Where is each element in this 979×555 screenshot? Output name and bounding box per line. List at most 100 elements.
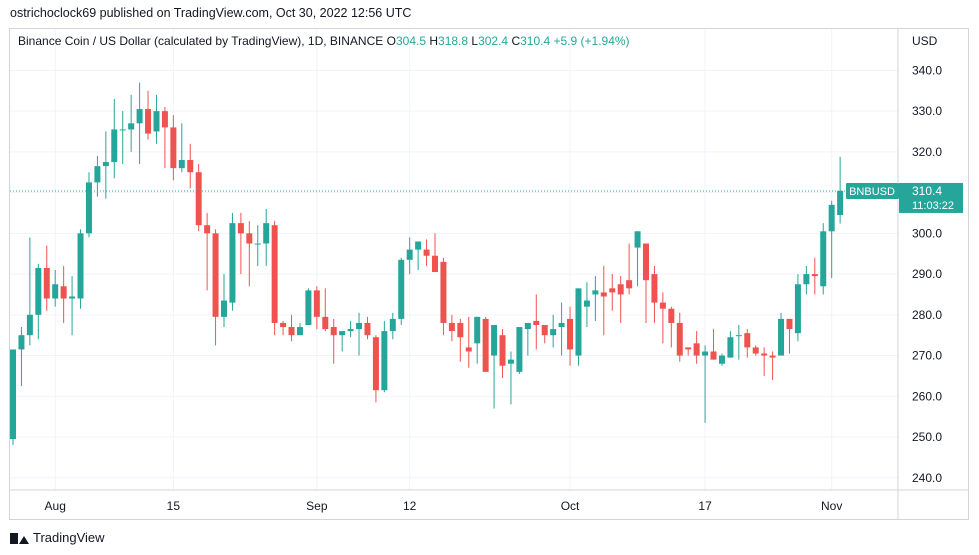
candle-body-up [77, 233, 84, 299]
candle-body-up [26, 314, 33, 336]
change-value: +5.9 (+1.94%) [553, 34, 630, 48]
x-tick-label: 17 [698, 499, 712, 513]
publisher-line: ostrichoclock69 published on TradingView… [10, 6, 412, 20]
candle-body-up [837, 190, 844, 215]
candle-body-up [221, 300, 227, 317]
candle-body-down [440, 261, 447, 323]
candle-body-up [10, 349, 16, 440]
candle-body-up [415, 241, 422, 250]
candle-body-up [356, 322, 363, 330]
candle-body-up [381, 331, 388, 391]
candle-body-up [702, 351, 709, 356]
y-tick-label: 260.0 [912, 389, 942, 403]
tradingview-brand[interactable]: TradingView [10, 530, 105, 545]
currency-label: USD [912, 34, 938, 48]
chart-frame [9, 28, 969, 520]
candle-body-down [246, 233, 253, 244]
high-label: H [429, 34, 439, 48]
candle-body-up [128, 123, 135, 130]
close-label: C [511, 34, 521, 48]
y-tick-label: 270.0 [912, 349, 942, 363]
candle-body-down [432, 255, 438, 273]
candle-body-down [457, 322, 464, 338]
candle-body-down [465, 347, 472, 352]
candle-body-up [398, 259, 405, 319]
candle-body-down [651, 274, 658, 303]
candle-body-down [330, 327, 337, 336]
candle-body-up [406, 249, 413, 260]
candle-body-up [474, 316, 481, 344]
candle-body-up [828, 204, 835, 232]
chart-legend: Binance Coin / US Dollar (calculated by … [18, 34, 630, 48]
candle-body-up [516, 327, 523, 372]
candle-body-up [305, 290, 312, 325]
candle-body-down [786, 318, 793, 330]
candle-body-up [583, 300, 590, 307]
y-tick-label: 340.0 [912, 63, 942, 77]
symbol-tag [846, 182, 899, 199]
candle-body-up [296, 327, 303, 336]
candle-body-up [119, 129, 126, 131]
candle-body-up [85, 182, 92, 234]
candle-body-down [43, 267, 50, 299]
candle-body-up [69, 296, 76, 299]
candle-body-up [727, 337, 734, 358]
price-tag-countdown: 11:03:22 [912, 200, 954, 212]
candle-body-up [35, 267, 42, 315]
candle-body-down [145, 109, 152, 134]
legend-title: Binance Coin / US Dollar (calculated by … [18, 34, 384, 48]
candle-body-up [820, 231, 827, 287]
candle-body-up [558, 322, 565, 328]
candle-body-down [744, 333, 751, 348]
candle-body-up [263, 223, 270, 244]
candle-body-down [769, 355, 776, 358]
tradingview-logo-icon [10, 532, 29, 544]
candle-body-down [271, 225, 278, 323]
candle-body-down [609, 288, 616, 293]
candle-body-down [237, 223, 244, 234]
candle-body-up [254, 243, 261, 245]
brand-label: TradingView [33, 530, 105, 545]
candle-body-down [161, 111, 168, 128]
candle-body-down [811, 274, 818, 277]
candle-body-up [634, 231, 641, 248]
x-tick-label: Nov [821, 499, 842, 513]
candle-body-up [524, 322, 531, 330]
candle-body-up [389, 318, 396, 332]
candle-body-down [204, 225, 211, 234]
candle-body-down [761, 353, 768, 356]
candle-body-down [482, 318, 489, 372]
candle-body-down [212, 233, 219, 317]
candle-body-down [322, 316, 329, 330]
candle-body-down [60, 286, 67, 299]
price-tag [899, 182, 963, 213]
candle-body-down [617, 284, 624, 295]
y-tick-label: 330.0 [912, 104, 942, 118]
y-tick-label: 240.0 [912, 471, 942, 485]
candle-body-down [752, 347, 759, 354]
candle-body-up [718, 355, 725, 364]
x-tick-label: 15 [167, 499, 181, 513]
open-value: 304.5 [395, 34, 426, 48]
low-value: 302.4 [478, 34, 509, 48]
x-tick-label: Oct [561, 499, 580, 513]
symbol-tag-label: BNBUSD [849, 186, 895, 198]
candle-body-down [533, 320, 540, 325]
close-value: 310.4 [520, 34, 551, 48]
y-tick-label: 280.0 [912, 308, 942, 322]
candle-body-up [178, 160, 185, 169]
candle-body-down [448, 322, 455, 332]
price-tag-value: 310.4 [912, 184, 942, 198]
high-value: 318.8 [438, 34, 469, 48]
candle-body-down [313, 290, 320, 317]
candle-body-up [794, 284, 801, 334]
candle-body-down [668, 308, 675, 323]
candle-body-up [18, 335, 25, 350]
candle-body-up [803, 274, 810, 285]
candle-body-down [626, 280, 633, 289]
candle-body-up [592, 290, 599, 295]
candle-body-down [195, 172, 202, 226]
candle-body-up [491, 325, 498, 356]
candle-body-down [423, 249, 430, 256]
